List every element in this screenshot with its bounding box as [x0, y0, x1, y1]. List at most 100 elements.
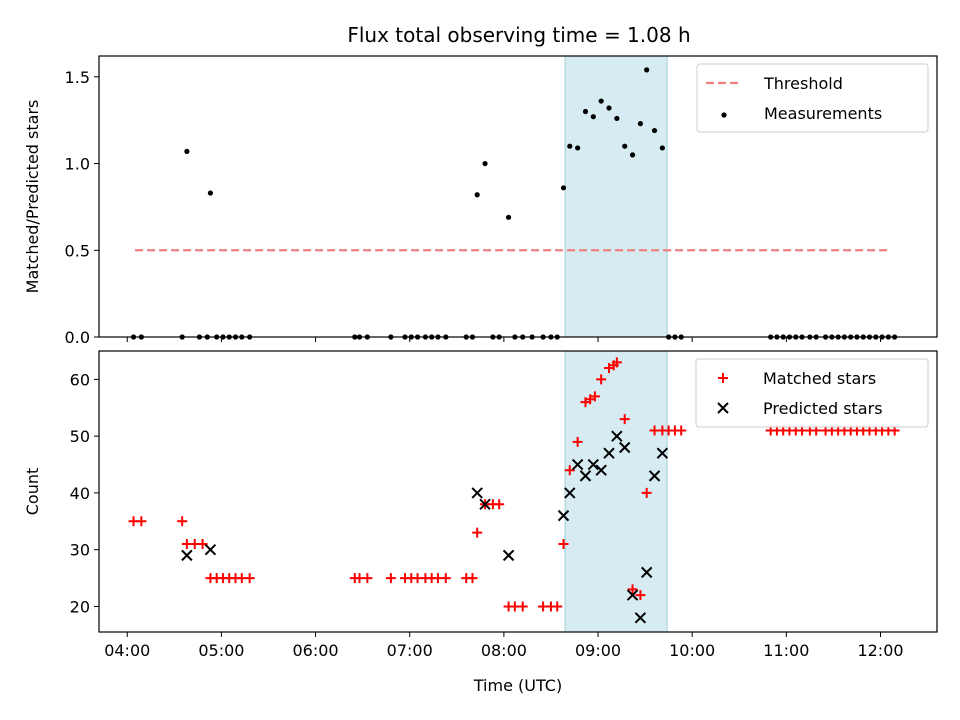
- data-point: [564, 487, 576, 499]
- data-point: [635, 590, 646, 601]
- data-point: [606, 105, 612, 111]
- data-point: [184, 148, 190, 155]
- data-point: [640, 566, 653, 579]
- legend-marker: [721, 112, 727, 118]
- x-tick-label: 11:00: [763, 641, 809, 660]
- data-point: [467, 573, 478, 584]
- panel-1: 0.0 0.5 1.0 1.5 Matched/Predicted stars Thres…: [23, 55, 938, 347]
- legend-label: Matched stars: [763, 369, 876, 388]
- data-point: [572, 436, 583, 447]
- highlight-span: [564, 55, 668, 338]
- y-tick-label: 50: [70, 427, 90, 446]
- chart-title: Flux total observing time = 1.08 h: [347, 23, 690, 47]
- data-point: [564, 465, 575, 476]
- y-tick-label: 40: [70, 484, 90, 503]
- x-tick-label: 06:00: [293, 641, 339, 660]
- data-point: [440, 573, 451, 584]
- x-tick-label: 08:00: [481, 641, 527, 660]
- data-point: [629, 152, 636, 158]
- legend-label: Predicted stars: [763, 399, 883, 418]
- data-point: [558, 539, 569, 550]
- data-point: [656, 447, 669, 459]
- data-point: [502, 549, 515, 562]
- legend-label: Measurements: [764, 104, 882, 123]
- data-point: [589, 391, 600, 402]
- data-point: [622, 143, 628, 149]
- data-point: [385, 573, 396, 584]
- data-point: [651, 127, 658, 134]
- data-point: [614, 115, 620, 122]
- data-point: [619, 441, 631, 454]
- data-point: [626, 589, 639, 601]
- legend: Threshold Measurements: [696, 63, 929, 133]
- data-point: [648, 470, 661, 482]
- y-tick-label: 1.0: [65, 155, 90, 174]
- data-point: [596, 374, 607, 385]
- data-point: [567, 143, 573, 149]
- y-tick-label: 0.5: [65, 241, 90, 260]
- x-tick-label: 10:00: [669, 641, 715, 660]
- data-point: [482, 160, 488, 167]
- data-point: [204, 543, 217, 556]
- data-point: [611, 357, 622, 368]
- x-tick-label: 07:00: [387, 641, 433, 660]
- data-point: [598, 98, 604, 104]
- data-point: [177, 516, 188, 527]
- data-point: [582, 108, 589, 115]
- legend: Matched stars Predicted stars: [695, 358, 929, 428]
- data-point: [627, 584, 638, 595]
- data-point: [472, 527, 483, 538]
- data-point: [474, 192, 480, 198]
- axes-frame: [98, 55, 938, 338]
- legend-marker: [717, 402, 729, 414]
- data-point: [197, 539, 208, 550]
- data-point: [676, 425, 687, 436]
- data-point: [517, 601, 528, 612]
- x-tick-label: 05:00: [198, 641, 244, 660]
- data-point: [181, 549, 193, 562]
- legend-label: Threshold: [763, 74, 843, 93]
- y-axis-label: Matched/Predicted stars: [23, 100, 42, 294]
- legend-marker: [718, 373, 728, 383]
- data-point: [587, 458, 600, 471]
- y-tick-label: 1.5: [65, 68, 90, 87]
- axes-frame: [98, 350, 938, 633]
- data-point: [637, 121, 644, 127]
- y-tick-label: 60: [70, 370, 90, 389]
- data-point: [590, 114, 596, 120]
- y-tick-label: 30: [70, 541, 90, 560]
- data-point: [641, 487, 652, 498]
- legend-box: [696, 63, 929, 133]
- data-point: [575, 145, 581, 151]
- data-point: [471, 487, 483, 499]
- data-point: [634, 612, 647, 624]
- data-point: [644, 67, 650, 73]
- data-point: [557, 509, 570, 522]
- data-point: [659, 145, 665, 151]
- data-point: [611, 430, 623, 442]
- y-axis-label: Count: [23, 468, 42, 516]
- x-tick-label: 09:00: [575, 641, 621, 660]
- data-point: [244, 573, 255, 584]
- data-point: [505, 214, 512, 220]
- data-point: [552, 601, 563, 612]
- highlight-span: [564, 350, 668, 633]
- series-predicted-stars: [181, 430, 669, 624]
- x-tick-label: 12:00: [857, 641, 903, 660]
- data-point: [579, 470, 592, 482]
- data-point: [619, 414, 630, 425]
- data-point: [207, 190, 214, 196]
- x-tick-label: 04:00: [104, 641, 150, 660]
- legend-box: [695, 358, 929, 428]
- data-point: [494, 499, 505, 510]
- x-axis-label: Time (UTC): [473, 676, 562, 695]
- data-point: [479, 498, 491, 510]
- data-point: [136, 516, 147, 527]
- series-matched-stars: [128, 357, 900, 612]
- y-tick-label: 0.0: [65, 328, 90, 347]
- data-point: [571, 458, 584, 471]
- data-point: [595, 464, 607, 476]
- data-point: [362, 573, 373, 584]
- y-tick-label: 20: [70, 597, 90, 616]
